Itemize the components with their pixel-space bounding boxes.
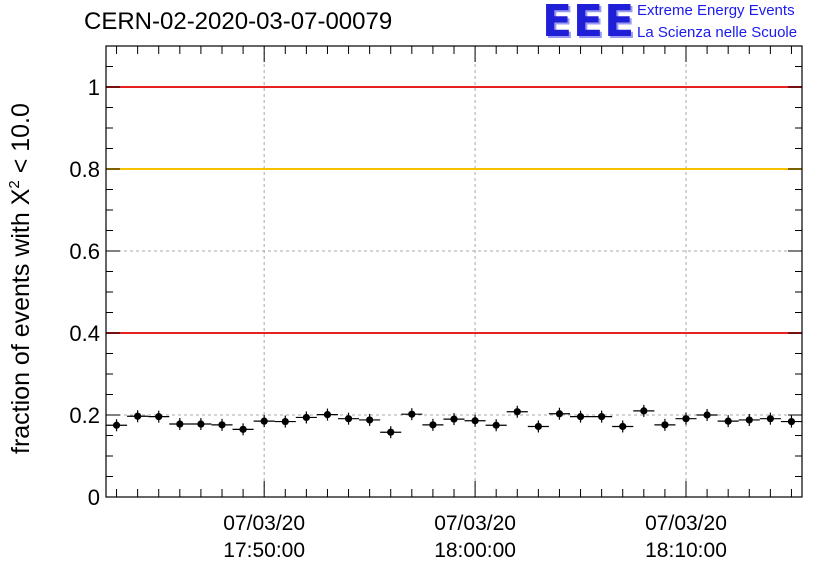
- data-point: [450, 415, 458, 423]
- x-tick-label-time: 18:00:00: [434, 539, 516, 562]
- data-point: [703, 411, 711, 419]
- y-tick-label: 1: [88, 75, 100, 100]
- data-point: [176, 420, 184, 428]
- data-point: [281, 417, 289, 426]
- data-point: [619, 422, 627, 431]
- y-tick-label: 0: [88, 485, 100, 510]
- data-point: [534, 422, 542, 431]
- data-point: [387, 428, 395, 436]
- data-point: [344, 415, 353, 423]
- data-point: [471, 417, 479, 425]
- data-point: [323, 410, 332, 419]
- data-point: [302, 413, 310, 422]
- data-point: [218, 421, 226, 429]
- x-tick-label-date: 07/03/20: [434, 512, 516, 535]
- x-tick-label-time: 18:10:00: [645, 539, 727, 562]
- y-tick-label: 0.6: [69, 239, 100, 264]
- data-point: [239, 425, 247, 433]
- logo-text-line2: La Scienza nelle Scuole: [637, 24, 798, 41]
- data-point: [640, 407, 648, 415]
- x-tick-label-date: 07/03/20: [223, 512, 305, 535]
- x-tick-label-time: 17:50:00: [223, 539, 305, 562]
- data-point: [260, 417, 268, 425]
- data-point: [661, 421, 669, 429]
- data-point: [366, 416, 374, 424]
- data-point: [555, 410, 564, 418]
- plot-frame: [105, 45, 803, 498]
- data-point: [134, 412, 142, 420]
- logo-text-line1: Extreme Energy Events: [637, 2, 795, 19]
- data-point: [429, 421, 437, 429]
- y-tick-label: 0.4: [69, 321, 100, 346]
- data-point: [766, 415, 774, 423]
- data-point: [197, 420, 205, 428]
- data-point: [724, 417, 732, 425]
- x-tick-label-date: 07/03/20: [645, 512, 727, 535]
- data-point: [155, 413, 163, 421]
- y-tick-label: 0.2: [69, 403, 100, 428]
- data-point: [787, 417, 796, 426]
- y-tick-label: 0.8: [69, 157, 100, 182]
- data-point: [682, 415, 690, 423]
- data-point: [112, 421, 121, 429]
- data-point: [408, 410, 416, 418]
- data-point: [745, 416, 753, 424]
- data-point: [492, 421, 500, 429]
- data-point: [576, 413, 585, 421]
- chart-title: CERN-02-2020-03-07-00079: [84, 8, 393, 35]
- data-point: [513, 408, 521, 416]
- eee-logo-letters: EEE: [542, 0, 636, 47]
- data-point: [598, 413, 606, 421]
